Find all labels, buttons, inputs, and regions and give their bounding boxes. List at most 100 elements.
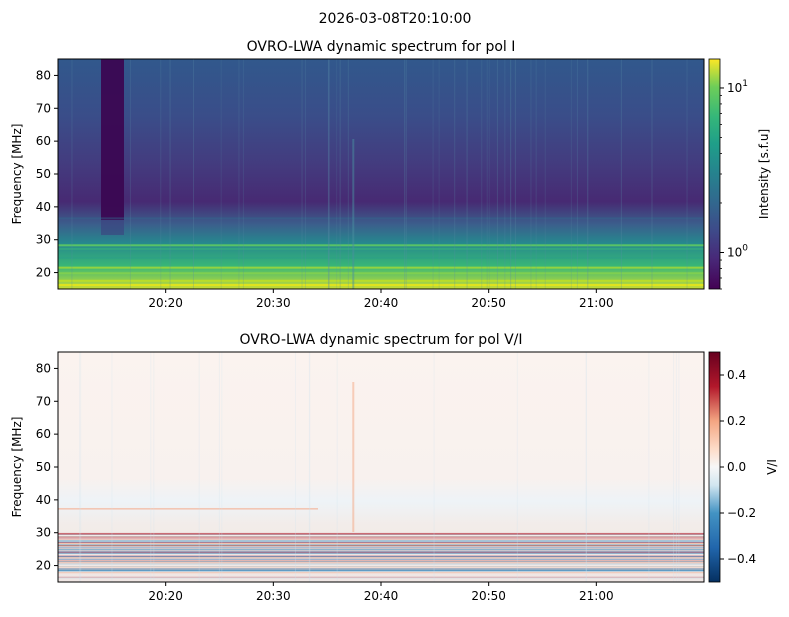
spectrum-streak xyxy=(504,59,506,289)
colorbar-tick-label: 0.2 xyxy=(727,414,746,428)
x-tick: 21:00 xyxy=(579,582,614,603)
spectrum-streak xyxy=(304,59,306,289)
y-tick-label: 30 xyxy=(36,233,51,247)
spectrum-streak xyxy=(169,59,171,289)
spectrum-band xyxy=(58,536,704,538)
spectrum-streak xyxy=(535,59,537,289)
spectrum-streak xyxy=(510,59,512,289)
panel-pol-i: OVRO-LWA dynamic spectrum for pol I 20:2… xyxy=(10,39,771,310)
y-tick: 30 xyxy=(36,233,58,247)
spectrum-band xyxy=(58,544,704,546)
spectrum-band xyxy=(58,566,704,568)
spectrum-streak xyxy=(79,352,81,582)
spectrum-streak xyxy=(438,59,440,289)
x-tick: 20:40 xyxy=(364,289,399,310)
spectrum-streak xyxy=(516,352,518,582)
panel-pol-i-ylabel: Frequency [MHz] xyxy=(10,124,24,225)
panel-pol-i-heatmap xyxy=(58,59,704,289)
spectrum-band xyxy=(58,544,704,546)
colorbar-tick: 0.4 xyxy=(720,368,746,382)
spectrum-band xyxy=(58,542,704,544)
spectrum-streak xyxy=(405,59,407,289)
y-tick: 40 xyxy=(36,493,58,507)
spectrum-streak xyxy=(496,59,498,289)
spectrum-streak xyxy=(111,352,113,582)
spectrum-band xyxy=(58,547,704,549)
spectrum-band xyxy=(58,563,704,565)
spectrum-streak xyxy=(509,59,511,289)
spectrum-band xyxy=(58,539,704,541)
spectrum-band xyxy=(58,562,704,564)
y-tick: 20 xyxy=(36,559,58,573)
spectrum-band xyxy=(58,577,704,579)
spectrum-streak xyxy=(352,139,355,289)
x-tick-label: 21:00 xyxy=(579,296,614,310)
spectrum-band xyxy=(58,545,704,547)
spectrum-band xyxy=(58,272,704,275)
y-tick-label: 30 xyxy=(36,526,51,540)
spectrum-streak xyxy=(587,59,589,289)
spectrum-band xyxy=(58,552,704,554)
spectrum-band xyxy=(58,553,704,555)
spectrum-band xyxy=(58,217,704,220)
spectrum-band xyxy=(58,555,704,557)
y-tick: 20 xyxy=(36,266,58,280)
y-tick: 50 xyxy=(36,460,58,474)
x-tick-label: 20:30 xyxy=(256,589,291,603)
spectrum-streak xyxy=(514,59,516,289)
x-tick: 20:50 xyxy=(471,289,506,310)
spectrum-band xyxy=(58,561,704,563)
spectrum-streak xyxy=(686,59,688,289)
spectrum-streak xyxy=(404,59,406,289)
spectrum-band xyxy=(58,559,704,561)
spectrum-band xyxy=(58,533,704,535)
spectrum-streak xyxy=(336,59,338,289)
colorbar-tick: 101 xyxy=(720,79,748,95)
colorbar-tick: −0.4 xyxy=(720,552,756,566)
y-tick-label: 20 xyxy=(36,559,51,573)
spectrum-streak xyxy=(651,59,653,289)
y-tick-label: 50 xyxy=(36,460,51,474)
x-tick-label: 20:50 xyxy=(471,296,506,310)
x-tick: 20:20 xyxy=(148,582,183,603)
panel-pol-vi-title: OVRO-LWA dynamic spectrum for pol V/I xyxy=(239,332,522,348)
spectrum-band xyxy=(58,576,704,578)
spectrum-band xyxy=(58,558,704,560)
x-tick-label: 20:40 xyxy=(364,296,399,310)
x-tick: 20:30 xyxy=(256,289,291,310)
spectrum-band xyxy=(58,533,704,535)
colorbar-tick-label: 100 xyxy=(727,243,748,259)
spectrum-streak xyxy=(150,352,152,582)
y-tick: 60 xyxy=(36,427,58,441)
spectrum-streak xyxy=(620,59,622,289)
x-tick-label: 20:30 xyxy=(256,296,291,310)
spectrum-band xyxy=(58,247,704,250)
y-tick: 80 xyxy=(36,68,58,82)
spectrum-band xyxy=(58,546,704,548)
colorbar-tick: 0.0 xyxy=(720,460,746,474)
spectrum-band xyxy=(58,540,704,542)
spectrum-streak xyxy=(301,59,303,289)
spectrum-band xyxy=(58,569,704,571)
x-tick: 20:40 xyxy=(364,582,399,603)
spectrum-band xyxy=(58,556,704,558)
spectrum-streak xyxy=(678,352,680,582)
panel-pol-vi-heatmap xyxy=(58,352,704,582)
spectrum-band xyxy=(58,543,704,545)
spectrum-band xyxy=(58,508,318,510)
spectrum-band xyxy=(58,545,704,547)
colorbar-tick: 0.2 xyxy=(720,414,746,428)
panel-pol-vi-colorbar: 0.4 0.2 0.0 −0.2 −0.4 V/I xyxy=(708,351,779,583)
panel-pol-i-colorbar-label: Intensity [s.f.u] xyxy=(757,129,771,219)
x-tick: 21:00 xyxy=(579,289,614,310)
spectrum-band xyxy=(58,244,704,247)
x-tick: 20:20 xyxy=(148,289,183,310)
spectrum-band xyxy=(58,256,704,259)
spectrum-streak xyxy=(294,352,296,582)
y-tick-label: 60 xyxy=(36,427,51,441)
spectrum-streak xyxy=(432,59,434,289)
x-tick-label: 20:40 xyxy=(364,589,399,603)
panel-pol-vi-colorbar-label: V/I xyxy=(765,459,779,475)
spectrum-streak xyxy=(328,59,330,289)
